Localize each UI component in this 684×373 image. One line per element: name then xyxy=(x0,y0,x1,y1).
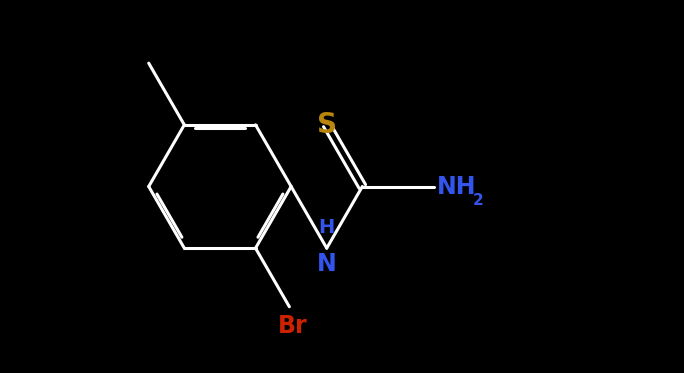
Text: NH: NH xyxy=(437,175,477,198)
Text: N: N xyxy=(317,251,337,276)
Text: H: H xyxy=(319,217,335,236)
Text: S: S xyxy=(317,111,337,139)
Text: Br: Br xyxy=(278,314,308,338)
Text: 2: 2 xyxy=(473,192,484,207)
